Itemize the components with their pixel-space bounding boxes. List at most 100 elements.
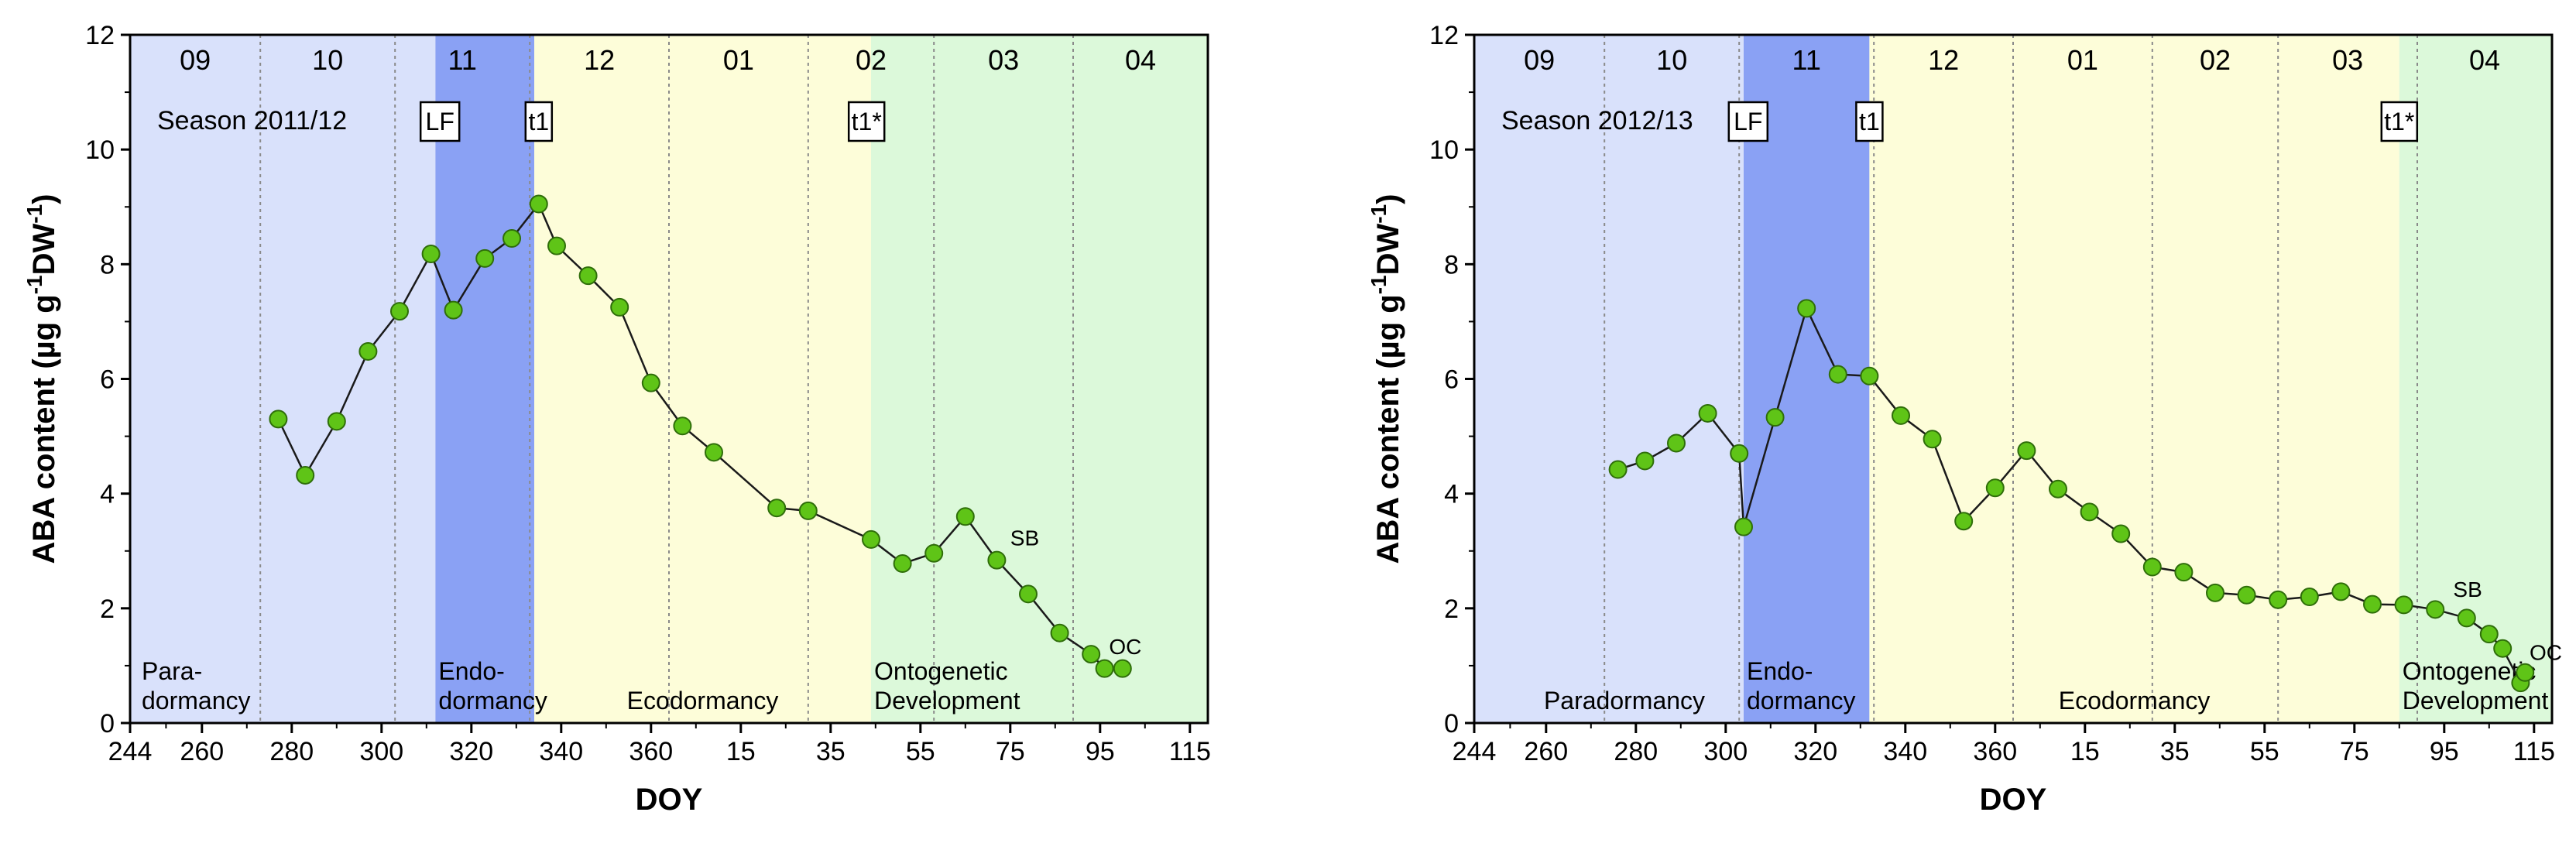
annotation-sb: SB <box>1010 526 1039 550</box>
data-point <box>1050 623 1069 643</box>
y-axis-label-text: ABA content (µg g <box>1371 294 1405 564</box>
data-point <box>1860 366 1879 386</box>
data-point <box>987 550 1007 570</box>
y-tick-label: 8 <box>100 250 115 279</box>
month-label: 04 <box>1125 44 1156 76</box>
x-tick-label: 360 <box>629 737 673 766</box>
phase-label: Ecodormancy <box>627 687 779 714</box>
y-tick-label: 0 <box>1444 709 1459 738</box>
data-point <box>1635 451 1655 471</box>
data-point <box>924 543 944 563</box>
y-tick-label: 8 <box>1444 250 1459 279</box>
data-point <box>1985 478 2005 498</box>
phase-band-para-dormancy <box>130 35 436 723</box>
marker-label-t1: t1 <box>528 108 549 135</box>
data-point <box>1954 512 1974 531</box>
phase-band-endo-dormancy <box>435 35 534 723</box>
month-label: 04 <box>2469 44 2500 76</box>
data-point <box>862 529 880 549</box>
data-point <box>444 300 463 320</box>
data-point <box>1892 406 1910 425</box>
phase-band-ontogenetic-development <box>871 35 1208 723</box>
y-tick-label: 4 <box>1444 480 1459 509</box>
data-point <box>2206 583 2224 602</box>
marker-label-t1-star: t1* <box>2384 108 2414 135</box>
data-point <box>390 302 409 321</box>
marker-box <box>847 101 886 142</box>
data-point <box>1667 433 1686 453</box>
data-point <box>2049 479 2067 499</box>
month-label: 09 <box>1524 44 1555 76</box>
x-tick-label: 300 <box>1703 737 1748 766</box>
annotation-sb: SB <box>2453 577 2482 601</box>
phase-label: dormancy <box>1747 687 1856 714</box>
data-point <box>2142 557 2162 577</box>
data-point <box>1734 517 1753 536</box>
x-tick-label: 260 <box>180 737 224 766</box>
marker-box <box>1855 101 1884 142</box>
season-title: Season 2011/12 <box>157 106 347 135</box>
phase-label: Development <box>874 687 1020 714</box>
y-tick-label: 12 <box>1429 21 1459 50</box>
x-tick-label: 340 <box>1883 737 1927 766</box>
x-tick-label: 95 <box>2430 737 2459 766</box>
data-point <box>1113 659 1132 678</box>
x-tick-label: 340 <box>539 737 583 766</box>
data-point <box>2426 600 2445 619</box>
y-tick-label: 12 <box>85 21 115 50</box>
data-point <box>1730 444 1749 463</box>
x-tick-label: 35 <box>2160 737 2190 766</box>
data-point <box>2363 595 2382 614</box>
marker-label-t1-star: t1* <box>852 108 882 135</box>
data-point <box>2493 639 2513 658</box>
x-tick-label: 260 <box>1524 737 1568 766</box>
data-point <box>503 228 521 248</box>
data-point <box>610 297 629 317</box>
data-point <box>547 236 566 255</box>
x-tick-label: 55 <box>906 737 935 766</box>
y-tick-label: 6 <box>1444 365 1459 395</box>
data-point <box>1082 645 1101 664</box>
x-tick-label: 244 <box>1453 737 1497 766</box>
x-axis-label: DOY <box>636 783 703 817</box>
marker-label-t1: t1 <box>1859 108 1880 135</box>
data-point <box>269 410 288 429</box>
data-point <box>1923 430 1942 449</box>
y-axis-label-exponent: -1 <box>22 204 46 224</box>
marker-label-LF: LF <box>1734 108 1762 135</box>
data-point <box>296 465 315 485</box>
y-axis-label-exponent: -1 <box>1367 204 1391 224</box>
y-tick-label: 10 <box>85 135 115 165</box>
data-point <box>2111 524 2131 543</box>
data-point <box>798 501 818 520</box>
y-axis-label: ABA content (µg g-1DW-1) <box>1367 194 1405 564</box>
data-point <box>1698 403 1717 423</box>
data-point <box>2300 588 2319 607</box>
x-tick-label: 280 <box>269 737 314 766</box>
y-axis-label-text: DW <box>27 224 61 276</box>
x-tick-label: 300 <box>359 737 403 766</box>
y-axis-label: ABA content (µg g-1DW-1) <box>22 194 61 564</box>
x-tick-label: 35 <box>816 737 846 766</box>
y-tick-label: 4 <box>100 480 115 509</box>
data-point <box>2174 563 2194 582</box>
data-point <box>475 248 495 268</box>
x-tick-label: 15 <box>726 737 756 766</box>
data-point <box>955 507 975 526</box>
month-label: 12 <box>584 44 615 76</box>
x-tick-label: 115 <box>1169 737 1211 766</box>
y-axis-label-text: DW <box>1371 224 1405 276</box>
y-axis-label-text: ) <box>1371 194 1405 204</box>
phase-label: Paradormancy <box>1544 687 1705 714</box>
y-tick-label: 0 <box>100 709 115 738</box>
month-label: 01 <box>2067 44 2098 76</box>
phase-band-paradormancy <box>1474 35 1744 723</box>
y-axis-label-text: ) <box>27 194 61 204</box>
season-title: Season 2012/13 <box>1501 106 1693 135</box>
y-axis-label-exponent: -1 <box>1367 275 1391 294</box>
x-tick-label: 15 <box>2070 737 2100 766</box>
marker-label-LF: LF <box>426 108 454 135</box>
data-point <box>2080 502 2099 522</box>
month-label: 11 <box>448 44 477 76</box>
